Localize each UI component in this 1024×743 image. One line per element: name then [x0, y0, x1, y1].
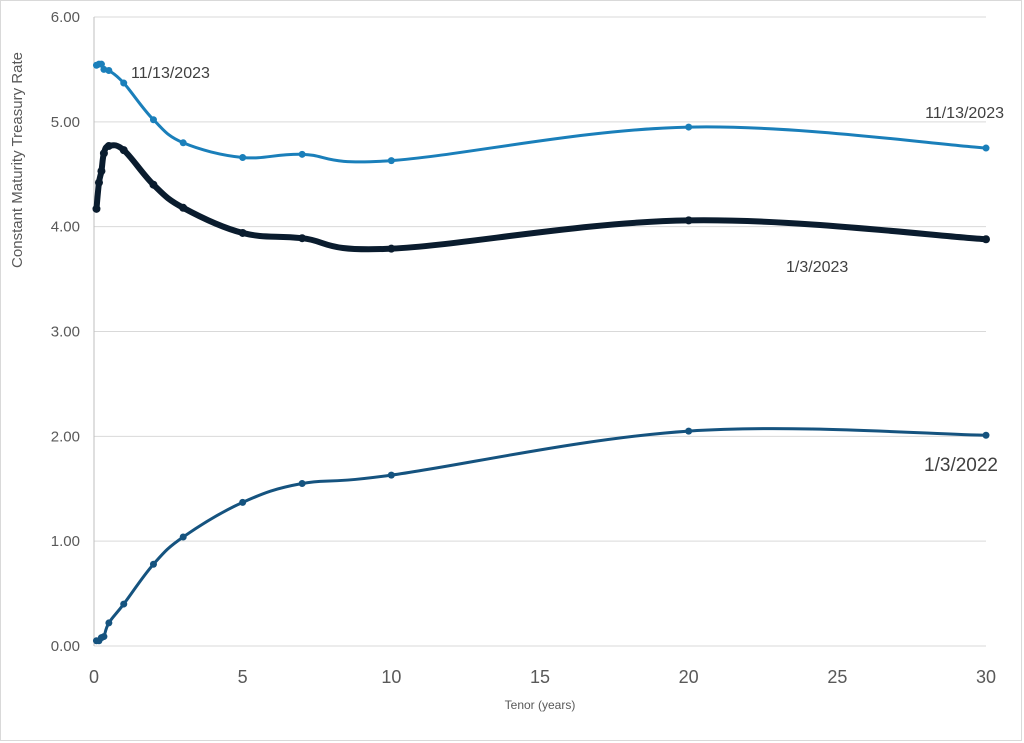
data-point: [685, 427, 693, 435]
data-point: [97, 167, 106, 176]
data-point: [94, 178, 103, 187]
data-point: [387, 244, 396, 253]
y-tick-label: 3.00: [51, 324, 80, 341]
y-axis-title: Constant Maturity Treasury Rate: [9, 52, 26, 268]
data-point: [179, 203, 188, 212]
data-point: [387, 157, 395, 165]
series-1: [92, 60, 990, 165]
data-point: [685, 123, 693, 131]
y-tick-label: 6.00: [51, 9, 80, 26]
x-axis-title: Tenor (years): [505, 698, 576, 712]
x-tick-label: 20: [679, 667, 699, 687]
y-tick-labels: 0.00 1.00 2.00 3.00 4.00 5.00 6.00: [51, 9, 80, 655]
data-point: [120, 79, 128, 87]
data-point: [982, 144, 990, 152]
data-point: [119, 146, 128, 155]
series-line: [94, 62, 988, 164]
x-tick-label: 30: [976, 667, 996, 687]
gridlines: [93, 16, 986, 647]
data-point: [99, 149, 108, 158]
data-point: [105, 66, 113, 74]
data-point: [239, 498, 247, 506]
data-point: [120, 600, 128, 608]
series-line: [94, 427, 988, 643]
data-point: [179, 139, 187, 147]
y-tick-label: 5.00: [51, 114, 80, 131]
series-3: [92, 427, 990, 645]
data-point: [149, 180, 158, 189]
x-tick-label: 0: [89, 667, 99, 687]
y-tick-label: 1.00: [51, 533, 80, 550]
series-2: [92, 141, 990, 253]
x-tick-label: 15: [530, 667, 550, 687]
data-point: [982, 431, 990, 439]
data-point: [982, 235, 990, 244]
series-line: [93, 142, 989, 253]
x-tick-label: 5: [238, 667, 248, 687]
data-point: [298, 234, 307, 243]
y-tick-label: 0.00: [51, 638, 80, 655]
data-point: [684, 216, 693, 225]
data-point: [97, 60, 105, 68]
data-point: [239, 153, 247, 161]
data-point: [387, 471, 395, 479]
data-point: [298, 480, 306, 488]
y-tick-label: 2.00: [51, 428, 80, 445]
data-point: [105, 619, 113, 627]
y-tick-label: 4.00: [51, 219, 80, 236]
x-tick-label: 10: [381, 667, 401, 687]
data-point: [100, 633, 108, 641]
series-lines: [92, 60, 990, 645]
data-point: [179, 533, 187, 541]
data-point: [238, 228, 247, 237]
annotation-1-3-2022: 1/3/2022: [924, 455, 998, 476]
annotation-11-13-2023-left: 11/13/2023: [131, 65, 210, 82]
data-point: [298, 150, 306, 158]
data-point: [149, 116, 157, 124]
x-tick-labels: 0 5 10 15 20 25 30: [89, 667, 996, 687]
annotation-11-13-2023-right: 11/13/2023: [925, 105, 1004, 122]
data-point: [104, 141, 113, 150]
data-point: [149, 560, 157, 568]
data-point: [92, 204, 101, 213]
annotation-1-3-2023: 1/3/2023: [786, 259, 848, 276]
x-tick-label: 25: [827, 667, 847, 687]
